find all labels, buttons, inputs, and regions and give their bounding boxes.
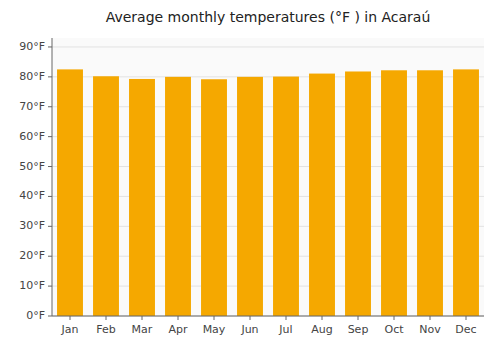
bar	[201, 79, 227, 316]
y-tick-label: 90°F	[19, 40, 45, 53]
chart-title: Average monthly temperatures (°F ) in Ac…	[106, 9, 431, 25]
x-tick-label: Oct	[384, 323, 404, 336]
x-tick	[70, 316, 71, 320]
y-tick-label: 20°F	[19, 249, 45, 262]
x-tick	[430, 316, 431, 320]
y-tick	[48, 316, 52, 317]
x-tick-label: Jul	[278, 323, 292, 336]
y-tick-label: 50°F	[19, 160, 45, 173]
plot-background	[52, 38, 484, 316]
bar	[165, 77, 191, 316]
x-tick-label: Dec	[455, 323, 476, 336]
y-tick	[48, 196, 52, 197]
y-tick	[48, 286, 52, 287]
chart-svg: 0°F 10°F 20°F 30°F 40°F 50°F 60°F 70°F 80°F 90°F J…	[0, 0, 500, 350]
y-tick	[48, 256, 52, 257]
bar	[129, 79, 155, 316]
x-tick-label: May	[203, 323, 226, 336]
x-axis-line	[52, 316, 484, 317]
x-tick	[358, 316, 359, 320]
grid-line	[52, 46, 484, 47]
x-tick-label: Jan	[61, 323, 79, 336]
y-tick-label: 60°F	[19, 130, 45, 143]
grid-line	[52, 316, 484, 317]
y-tick-label: 0°F	[26, 309, 45, 322]
bar	[273, 77, 299, 316]
bar	[237, 77, 263, 316]
x-tick-label: Apr	[168, 323, 188, 336]
y-tick	[48, 76, 52, 77]
x-tick	[322, 316, 323, 320]
bar	[93, 76, 119, 316]
x-tick-label: Jun	[240, 323, 258, 336]
bar	[57, 69, 83, 316]
x-tick-label: Feb	[96, 323, 115, 336]
bar	[309, 74, 335, 316]
y-tick-label: 70°F	[19, 100, 45, 113]
x-tick-label: Mar	[132, 323, 153, 336]
y-tick-label: 40°F	[19, 189, 45, 202]
chart-container: 0°F 10°F 20°F 30°F 40°F 50°F 60°F 70°F 80°F 90°F J…	[0, 0, 500, 350]
bars	[57, 69, 479, 316]
x-tick	[214, 316, 215, 320]
y-tick	[48, 136, 52, 137]
x-tick	[250, 316, 251, 320]
bar	[453, 69, 479, 316]
x-tick	[286, 316, 287, 320]
x-tick	[466, 316, 467, 320]
y-tick	[48, 166, 52, 167]
y-tick	[48, 106, 52, 107]
y-tick-label: 30°F	[19, 219, 45, 232]
x-tick-label: Nov	[419, 323, 441, 336]
y-tick-label: 80°F	[19, 70, 45, 83]
x-tick	[142, 316, 143, 320]
x-tick	[394, 316, 395, 320]
x-tick	[178, 316, 179, 320]
y-tick	[48, 46, 52, 47]
x-tick-label: Aug	[311, 323, 332, 336]
bar	[345, 71, 371, 316]
bar	[381, 70, 407, 316]
y-tick-label: 10°F	[19, 279, 45, 292]
y-tick	[48, 226, 52, 227]
y-axis-line	[52, 38, 53, 316]
x-tick-label: Sep	[348, 323, 369, 336]
bar	[417, 70, 443, 316]
x-tick	[106, 316, 107, 320]
